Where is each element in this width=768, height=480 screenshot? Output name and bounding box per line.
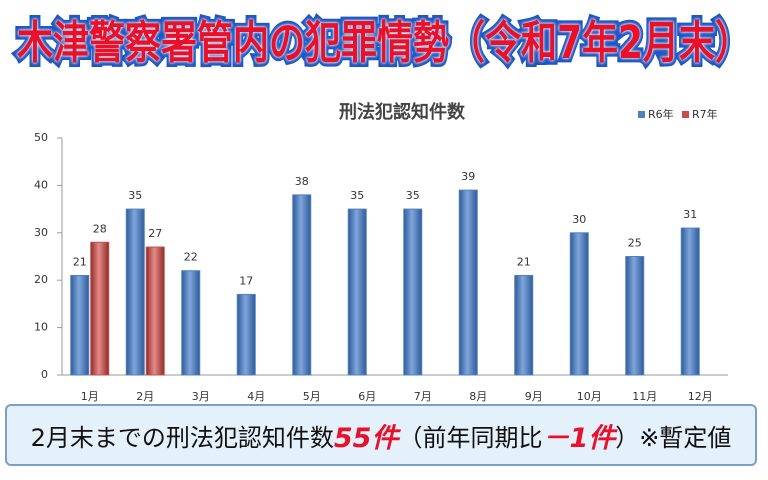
bar: [569, 232, 589, 376]
data-label: 21: [73, 255, 87, 268]
y-tick-label: 10: [34, 321, 48, 334]
y-tick-label: 40: [34, 178, 48, 191]
x-tick-label: 3月: [192, 390, 210, 402]
footer-change: －1件: [542, 422, 616, 454]
x-tick-label: 6月: [358, 390, 376, 402]
footer: 2月末までの刑法犯認知件数 55件 （前年同期比 －1件 ）※暫定値: [5, 404, 757, 466]
bar: [125, 208, 145, 376]
data-label: 31: [683, 208, 697, 221]
bar: [514, 274, 534, 376]
banner: 木津警察署管内の犯罪情勢（令和7年2月末）: [0, 0, 768, 78]
data-label: 35: [406, 189, 420, 202]
legend-swatch: [638, 111, 645, 118]
y-tick-label: 30: [34, 226, 48, 239]
chart-title: 刑法犯認知件数: [339, 101, 466, 123]
banner-title: 木津警察署管内の犯罪情勢（令和7年2月末）: [13, 13, 754, 73]
legend-label: R7年: [692, 107, 718, 121]
data-label: 22: [184, 251, 198, 264]
x-tick-label: 11月: [632, 390, 657, 402]
data-label: 27: [148, 227, 162, 240]
chart: 刑法犯認知件数 0 10 20 30 40 50 1月 21 28 2月 35 27 3月 22 4月 17 5…: [34, 101, 728, 402]
data-label: 28: [93, 222, 107, 235]
bar: [90, 241, 110, 376]
data-label: 30: [572, 213, 586, 226]
x-tick-label: 7月: [414, 390, 432, 402]
x-tick-label: 9月: [525, 390, 543, 402]
x-tick-label: 1月: [81, 390, 99, 402]
bar: [403, 208, 423, 376]
legend-label: R6年: [648, 107, 674, 121]
data-label: 35: [128, 189, 142, 202]
data-label: 25: [628, 237, 642, 250]
data-label: 39: [461, 170, 475, 183]
legend-swatch: [682, 111, 689, 118]
bar: [145, 246, 165, 376]
bar: [458, 189, 478, 376]
data-label: 35: [350, 189, 364, 202]
x-tick-label: 12月: [688, 390, 713, 402]
footer-text: （前年同期比: [398, 423, 543, 452]
footer-text: ）※暫定値: [615, 423, 732, 452]
y-tick-label: 0: [41, 368, 48, 381]
data-label: 21: [517, 255, 531, 268]
y-tick-label: 20: [34, 273, 48, 286]
bar: [181, 270, 201, 376]
bar: [680, 227, 700, 376]
bar: [236, 293, 256, 376]
footer-count: 55件: [333, 422, 399, 454]
x-tick-label: 5月: [303, 390, 321, 402]
footer-text: 2月末までの刑法犯認知件数: [30, 423, 334, 452]
bar: [70, 274, 90, 376]
bar: [292, 194, 312, 376]
x-tick-label: 4月: [247, 390, 265, 402]
data-label: 17: [239, 274, 253, 287]
x-tick-label: 8月: [469, 390, 487, 402]
x-tick-label: 2月: [136, 390, 154, 402]
x-tick-label: 10月: [577, 390, 602, 402]
bar: [347, 208, 367, 376]
data-label: 38: [295, 175, 309, 188]
y-tick-label: 50: [34, 131, 48, 144]
bar: [625, 256, 645, 376]
